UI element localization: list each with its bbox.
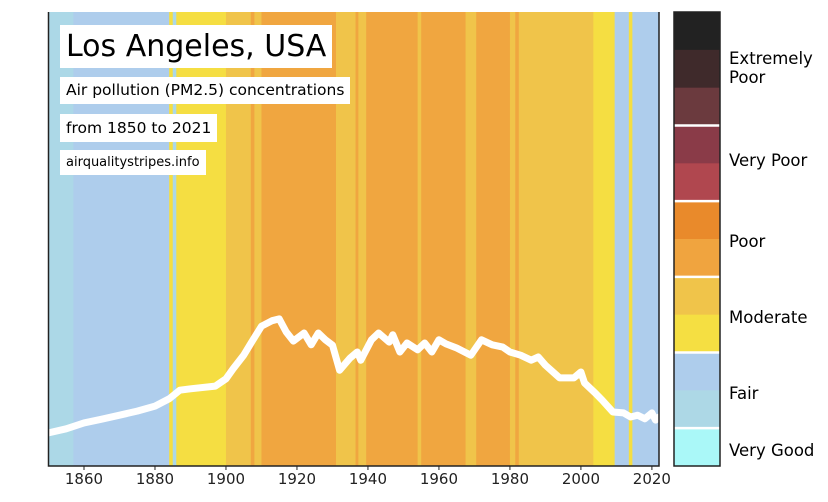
stripe [518,12,594,466]
colorbar-band [674,163,720,202]
colorbar-band [674,12,720,51]
stripe [366,12,419,466]
stripe [417,12,422,466]
colorbar-band [674,87,720,126]
colorbar-band [674,276,720,316]
colorbar-band [674,352,720,391]
colorbar-band [674,239,720,278]
x-tick-label: 1960 [419,470,459,488]
stripe [476,12,511,466]
stripe [628,12,633,466]
colorbar-band [674,201,720,240]
stripe [509,12,516,466]
stripe [172,12,177,466]
stripe [254,12,262,466]
x-tick-label: 1900 [206,470,246,488]
colorbar-band [674,314,720,353]
stripe [421,12,467,466]
stripe [250,12,255,466]
x-tick-label: 2000 [561,470,600,488]
colorbar-label-extremely-poor: Extremely Poor [729,49,813,87]
colorbar-band [674,428,720,467]
colorbar-band [674,49,720,89]
stripe [465,12,477,466]
plot-axes [47,12,660,467]
colorbar-label-poor: Poor [729,232,766,251]
chart-source: airqualitystripes.info [60,150,206,175]
colorbar-label-fair: Fair [729,384,759,403]
colorbar-frame [673,11,721,467]
pollution-line [45,315,663,437]
x-tick-label: 1920 [277,470,317,488]
colorbar-label-very-good: Very Good [729,441,815,460]
stripe [614,12,630,466]
stripe [355,12,359,466]
colorbar-label-moderate: Moderate [729,308,808,327]
x-tick-label: 1980 [490,470,530,488]
x-tick-label: 2020 [632,470,671,488]
colorbar-label-very-poor: Very Poor [729,151,808,170]
chart-period: from 1850 to 2021 [60,114,218,142]
colorbar-band [674,125,720,164]
chart-subtitle: Air pollution (PM2.5) concentrations [60,77,351,104]
colorbar-band [674,390,720,429]
stripe [593,12,616,466]
stripe [169,12,174,466]
chart-title: Los Angeles, USA [60,25,333,68]
x-tick-label: 1880 [135,470,175,488]
x-tick-label: 1860 [64,470,104,488]
stripe [336,12,357,466]
stripe [358,12,367,466]
stripe [515,12,520,466]
x-tick-label: 1940 [348,470,388,488]
stripe [632,12,660,466]
